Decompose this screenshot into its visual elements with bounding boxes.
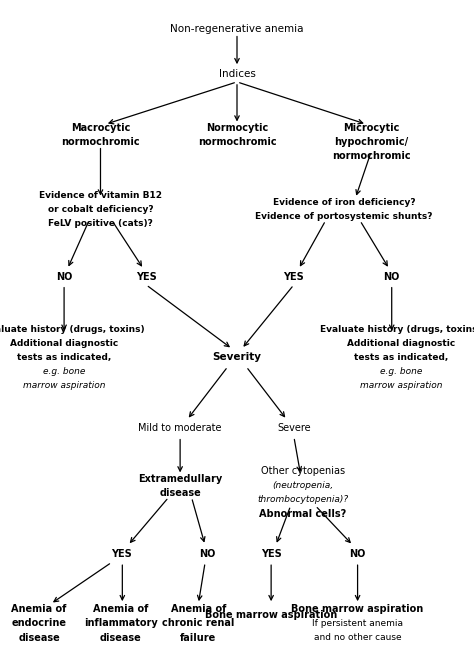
Text: or cobalt deficiency?: or cobalt deficiency?	[48, 205, 153, 214]
Text: Other cytopenias: Other cytopenias	[261, 466, 345, 476]
Text: NO: NO	[56, 272, 72, 282]
Text: Severity: Severity	[212, 352, 262, 363]
Text: Bone marrow aspiration: Bone marrow aspiration	[292, 604, 424, 614]
Text: If persistent anemia: If persistent anemia	[312, 619, 403, 628]
Text: normochromic: normochromic	[332, 151, 410, 161]
Text: Evaluate history (drugs, toxins): Evaluate history (drugs, toxins)	[320, 325, 474, 334]
Text: YES: YES	[136, 272, 156, 282]
Text: e.g. bone: e.g. bone	[380, 367, 422, 376]
Text: Macrocytic: Macrocytic	[71, 124, 130, 133]
Text: e.g. bone: e.g. bone	[43, 367, 85, 376]
Text: Evidence of iron deficiency?: Evidence of iron deficiency?	[273, 198, 415, 207]
Text: Microcytic: Microcytic	[343, 123, 400, 133]
Text: disease: disease	[159, 488, 201, 498]
Text: hypochromic/: hypochromic/	[334, 137, 408, 147]
Text: NO: NO	[349, 549, 366, 559]
Text: YES: YES	[110, 549, 131, 559]
Text: normochromic: normochromic	[61, 137, 140, 147]
Text: failure: failure	[180, 633, 217, 643]
Text: YES: YES	[261, 549, 282, 559]
Text: and no other cause: and no other cause	[314, 633, 401, 642]
Text: Non-regenerative anemia: Non-regenerative anemia	[170, 24, 304, 34]
Text: Severe: Severe	[277, 423, 310, 434]
Text: Abnormal cells?: Abnormal cells?	[259, 509, 346, 519]
Text: disease: disease	[18, 633, 60, 643]
Text: marrow aspiration: marrow aspiration	[23, 381, 105, 390]
Text: endocrine: endocrine	[11, 618, 66, 628]
Text: Mild to moderate: Mild to moderate	[138, 423, 222, 434]
Text: Evaluate history (drugs, toxins): Evaluate history (drugs, toxins)	[0, 325, 145, 334]
Text: marrow aspiration: marrow aspiration	[360, 381, 442, 390]
Text: Anemia of: Anemia of	[93, 604, 149, 614]
Text: Additional diagnostic: Additional diagnostic	[10, 339, 118, 348]
Text: thrombocytopenia)?: thrombocytopenia)?	[257, 495, 348, 505]
Text: Anemia of: Anemia of	[11, 604, 67, 614]
Text: (neutropenia,: (neutropenia,	[273, 481, 334, 490]
Text: inflammatory: inflammatory	[84, 618, 158, 628]
Text: NO: NO	[199, 549, 216, 559]
Text: chronic renal: chronic renal	[162, 618, 235, 628]
Text: NO: NO	[383, 272, 400, 282]
Text: FeLV positive (cats)?: FeLV positive (cats)?	[48, 219, 153, 228]
Text: Indices: Indices	[219, 69, 255, 79]
Text: Evidence of vitamin B12: Evidence of vitamin B12	[39, 191, 162, 200]
Text: Additional diagnostic: Additional diagnostic	[346, 339, 455, 348]
Text: normochromic: normochromic	[198, 137, 276, 147]
Text: Normocytic: Normocytic	[206, 124, 268, 133]
Text: Anemia of: Anemia of	[171, 604, 226, 614]
Text: Extramedullary: Extramedullary	[138, 474, 222, 484]
Text: Evidence of portosystemic shunts?: Evidence of portosystemic shunts?	[255, 212, 433, 221]
Text: Bone marrow aspiration: Bone marrow aspiration	[205, 610, 337, 620]
Text: YES: YES	[283, 272, 304, 282]
Text: disease: disease	[100, 633, 142, 643]
Text: tests as indicated,: tests as indicated,	[354, 353, 448, 362]
Text: tests as indicated,: tests as indicated,	[17, 353, 111, 362]
